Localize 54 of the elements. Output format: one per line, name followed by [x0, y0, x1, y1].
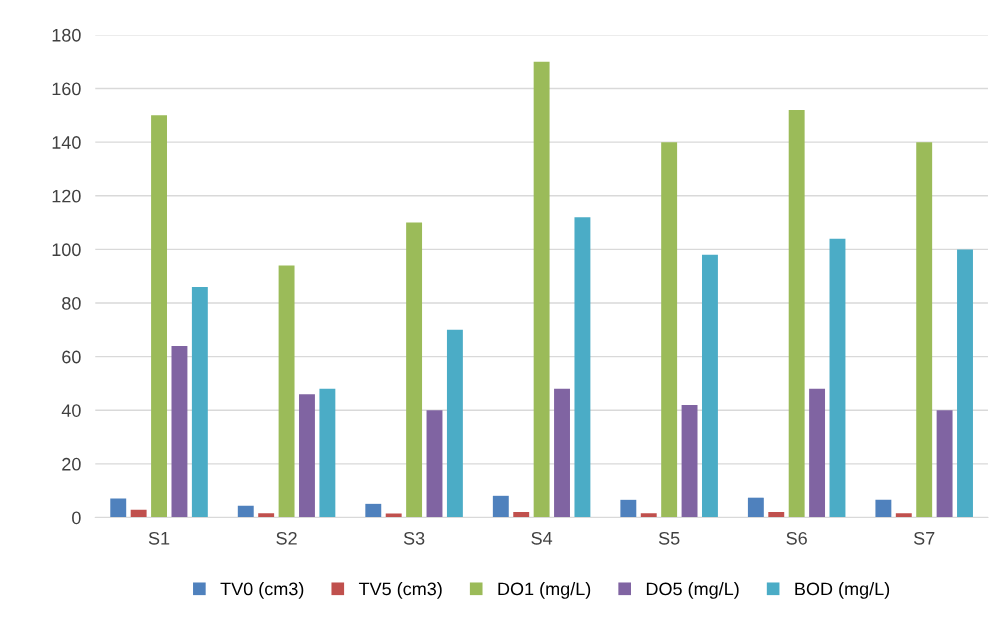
x-tick-label: S3: [403, 531, 425, 545]
x-tick-label: S7: [913, 531, 935, 545]
y-tick-label: 160: [52, 82, 81, 96]
x-tick-label: S1: [148, 531, 170, 545]
bar: [406, 222, 423, 518]
bar: [171, 345, 188, 518]
bar: [875, 499, 892, 518]
legend-label: DO5 (mg/L): [646, 582, 739, 599]
bar: [936, 410, 953, 518]
bar: [620, 499, 637, 518]
legend-label: TV5 (cm3): [358, 582, 442, 599]
bar: [319, 388, 336, 518]
y-tick-label: 20: [62, 457, 81, 471]
bar: [554, 388, 570, 518]
bar: [191, 286, 208, 518]
y-tick-label: 180: [52, 28, 81, 42]
x-tick-label: S6: [786, 531, 807, 545]
bar: [895, 513, 912, 518]
bar: [365, 503, 382, 518]
bar: [426, 410, 443, 518]
y-tick-label: 140: [52, 136, 81, 149]
bar: [701, 254, 718, 518]
y-tick-label: 0: [72, 511, 81, 525]
y-tick-label: 60: [62, 350, 81, 364]
bar: [788, 110, 805, 518]
bar: [299, 394, 315, 518]
bar: [829, 238, 846, 518]
bar: [278, 265, 295, 518]
bar: [110, 498, 127, 518]
bar: [151, 115, 167, 518]
y-tick-label: 40: [61, 404, 81, 417]
bar: [747, 497, 764, 518]
bar: [574, 217, 591, 518]
bar: [258, 513, 275, 518]
bar: [916, 142, 933, 518]
bar: [661, 142, 678, 518]
bar: [237, 505, 254, 518]
bar: [640, 513, 657, 518]
bar: [809, 388, 826, 518]
x-tick-label: S2: [276, 531, 297, 545]
bar: [492, 495, 509, 518]
y-tick-label: 100: [52, 243, 81, 257]
bar: [681, 404, 698, 518]
y-tick-label: 120: [52, 189, 81, 203]
legend-label: DO1 (mg/L): [498, 582, 591, 599]
bar: [957, 249, 973, 518]
bar: [130, 509, 147, 518]
x-tick-label: S4: [531, 531, 553, 545]
x-tick-label: S5: [658, 531, 680, 545]
bar: [446, 329, 463, 518]
bar: [533, 61, 550, 518]
y-tick-label: 80: [62, 296, 81, 310]
legend-label: BOD (mg/L): [795, 582, 890, 599]
legend-label: TV0 (cm3): [220, 582, 304, 599]
